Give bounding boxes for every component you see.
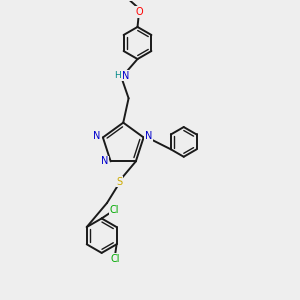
- Text: S: S: [116, 177, 122, 187]
- Text: N: N: [145, 131, 153, 141]
- Text: Cl: Cl: [110, 254, 120, 264]
- Text: O: O: [135, 7, 143, 17]
- Text: N: N: [93, 131, 100, 141]
- Text: N: N: [101, 156, 108, 167]
- Text: Cl: Cl: [110, 205, 119, 215]
- Text: N: N: [122, 71, 129, 81]
- Text: H: H: [114, 71, 121, 80]
